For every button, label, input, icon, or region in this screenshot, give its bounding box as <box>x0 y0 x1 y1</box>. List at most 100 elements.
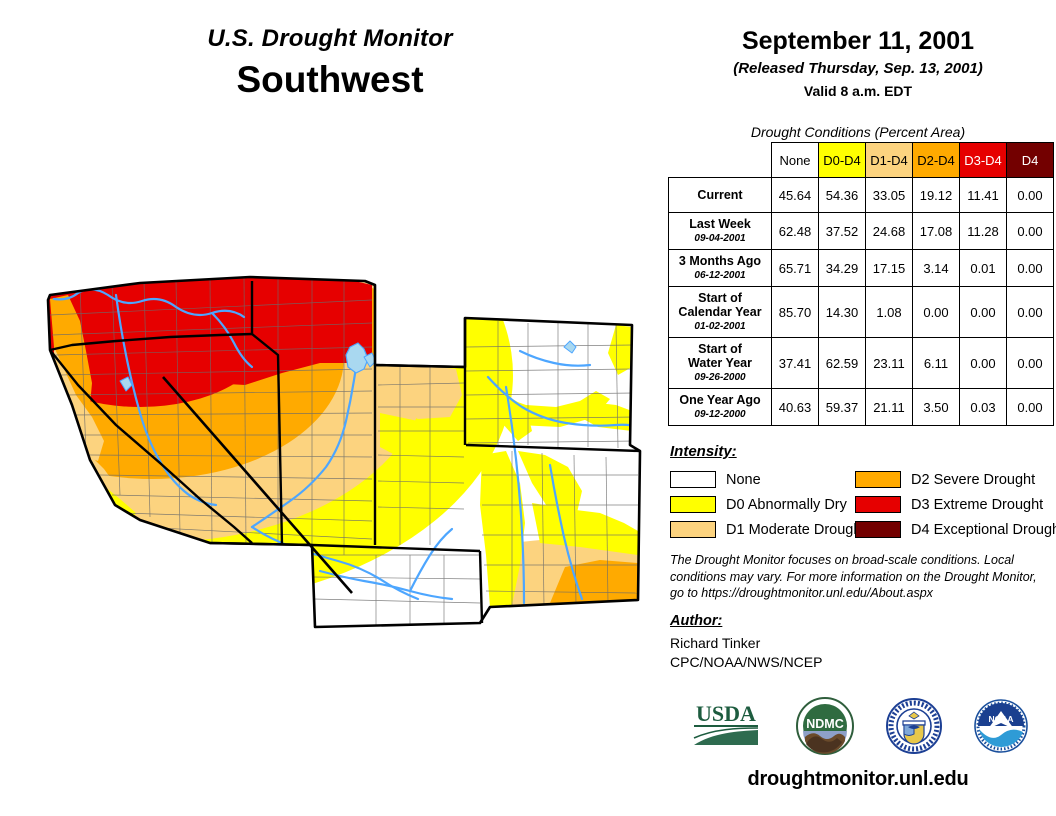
county-borders <box>49 277 639 627</box>
date-header-block: September 11, 2001 (Released Thursday, S… <box>660 26 1056 101</box>
valid-date: September 11, 2001 <box>741 27 975 55</box>
col-header-d1: D1-D4 <box>865 142 913 178</box>
table-cell: 17.08 <box>912 212 960 250</box>
row-label: Current <box>668 177 772 213</box>
table-cell: 85.70 <box>771 286 819 338</box>
row-label: Last Week 09-04-2001 <box>668 212 772 250</box>
table-corner-cell <box>669 143 772 178</box>
state-borders <box>46 275 642 629</box>
table-cell: 11.28 <box>959 212 1007 250</box>
table-row: Last Week 09-04-2001 62.48 37.52 24.68 17.08 1… <box>668 212 1054 250</box>
legend-label-d1: D1 Moderate Drought <box>726 521 866 538</box>
legend-label-d2: D2 Severe Drought <box>911 471 1036 488</box>
table-cell: 59.37 <box>818 388 866 426</box>
author-name: Richard Tinker <box>670 635 761 651</box>
legend-item-d0: D0 Abnormally Dry <box>670 492 865 517</box>
swatch-d0-icon <box>670 496 716 513</box>
table-cell: 19.12 <box>912 177 960 213</box>
table-row: Start of Water Year 09-26-2000 37.41 62.59 23… <box>668 337 1054 389</box>
page-title-region: Southwest <box>236 59 424 100</box>
table-cell: 54.36 <box>818 177 866 213</box>
table-header-row: None D0-D4 D1-D4 D2-D4 D3-D4 D4 <box>669 142 1054 178</box>
table-cell: 33.05 <box>865 177 913 213</box>
legend-label-d3: D3 Extreme Drought <box>911 496 1044 513</box>
row-label: Start of Water Year 09-26-2000 <box>668 337 772 389</box>
drought-conditions-table: None D0-D4 D1-D4 D2-D4 D3-D4 D4 Current 4… <box>668 142 1054 426</box>
table-body: Current 45.64 54.36 33.05 19.12 11.41 0.00 Last… <box>668 177 1054 426</box>
col-header-d2: D2-D4 <box>912 142 960 178</box>
col-header-d0: D0-D4 <box>818 142 866 178</box>
row-label: Start of Calendar Year 01-02-2001 <box>668 286 772 338</box>
table-cell: 0.00 <box>959 286 1007 338</box>
intensity-legend-title: Intensity: <box>670 443 737 460</box>
table-cell: 0.00 <box>1006 337 1054 389</box>
noaa-logo-icon: NOAA <box>974 699 1028 753</box>
table-cell: 0.01 <box>959 249 1007 287</box>
legend-label-none: None <box>726 471 761 488</box>
table-cell: 0.00 <box>1006 249 1054 287</box>
table-cell: 62.48 <box>771 212 819 250</box>
table-cell: 3.14 <box>912 249 960 287</box>
usda-seal-logo-icon <box>886 698 942 754</box>
table-cell: 34.29 <box>818 249 866 287</box>
map-callout-line <box>162 376 353 594</box>
legend-item-d1: D1 Moderate Drought <box>670 517 865 542</box>
swatch-d4-icon <box>855 521 901 538</box>
table-cell: 11.41 <box>959 177 1007 213</box>
legend-item-none: None <box>670 467 865 492</box>
table-cell: 0.00 <box>1006 212 1054 250</box>
table-cell: 45.64 <box>771 177 819 213</box>
table-cell: 1.08 <box>865 286 913 338</box>
valid-time: Valid 8 a.m. EDT <box>803 83 913 99</box>
table-row: One Year Ago 09-12-2000 40.63 59.37 21.11 3.5… <box>668 388 1054 426</box>
table-cell: 23.11 <box>865 337 913 389</box>
logo-row: USDA NDMC NOAA <box>660 694 1056 758</box>
swatch-d3-icon <box>855 496 901 513</box>
legend-label-d0: D0 Abnormally Dry <box>726 496 847 513</box>
page-title-primary: U.S. Drought Monitor <box>207 25 453 52</box>
row-label-date: 09-04-2001 <box>694 233 746 244</box>
table-cell: 65.71 <box>771 249 819 287</box>
row-label: One Year Ago 09-12-2000 <box>668 388 772 426</box>
svg-text:USDA: USDA <box>696 701 756 726</box>
svg-text:NOAA: NOAA <box>988 714 1013 724</box>
table-cell: 40.63 <box>771 388 819 426</box>
legend-label-d4: D4 Exceptional Drought <box>911 521 1056 538</box>
table-cell: 0.00 <box>959 337 1007 389</box>
author-block: Richard Tinker CPC/NOAA/NWS/NCEP <box>670 634 822 672</box>
svg-text:NDMC: NDMC <box>806 717 844 731</box>
usda-logo-icon: USDA <box>693 701 759 745</box>
table-cell: 37.41 <box>771 337 819 389</box>
col-header-d4: D4 <box>1006 142 1054 178</box>
new-mexico-southeast-bands <box>480 451 638 607</box>
disclaimer-text: The Drought Monitor focuses on broad-sca… <box>670 553 1037 600</box>
row-label-date: 09-12-2000 <box>694 409 746 420</box>
table-row: Current 45.64 54.36 33.05 19.12 11.41 0.00 <box>668 177 1054 213</box>
table-cell: 37.52 <box>818 212 866 250</box>
table-caption: Drought Conditions (Percent Area) <box>750 124 966 140</box>
col-header-d3: D3-D4 <box>959 142 1007 178</box>
swatch-d2-icon <box>855 471 901 488</box>
ndmc-logo-icon: NDMC <box>796 697 854 755</box>
table-cell: 0.00 <box>912 286 960 338</box>
table-cell: 0.00 <box>1006 177 1054 213</box>
row-label: 3 Months Ago 06-12-2001 <box>668 249 772 287</box>
col-header-none: None <box>771 142 819 178</box>
table-cell: 62.59 <box>818 337 866 389</box>
legend-column-left: None D0 Abnormally Dry D1 Moderate Droug… <box>670 467 865 542</box>
site-url: droughtmonitor.unl.edu <box>747 768 969 790</box>
table-cell: 6.11 <box>912 337 960 389</box>
table-cell: 0.03 <box>959 388 1007 426</box>
table-cell: 14.30 <box>818 286 866 338</box>
legend-item-d3: D3 Extreme Drought <box>855 492 1056 517</box>
row-label-date: 06-12-2001 <box>694 270 746 281</box>
table-cell: 0.00 <box>1006 286 1054 338</box>
legend-column-right: D2 Severe Drought D3 Extreme Drought D4 … <box>855 467 1056 542</box>
table-cell: 3.50 <box>912 388 960 426</box>
table-cell: 24.68 <box>865 212 913 250</box>
row-label-date: 09-26-2000 <box>694 372 746 383</box>
legend-item-d4: D4 Exceptional Drought <box>855 517 1056 542</box>
author-heading: Author: <box>670 613 723 629</box>
table-row: 3 Months Ago 06-12-2001 65.71 34.29 17.15 3.1… <box>668 249 1054 287</box>
row-label-date: 01-02-2001 <box>694 321 746 332</box>
